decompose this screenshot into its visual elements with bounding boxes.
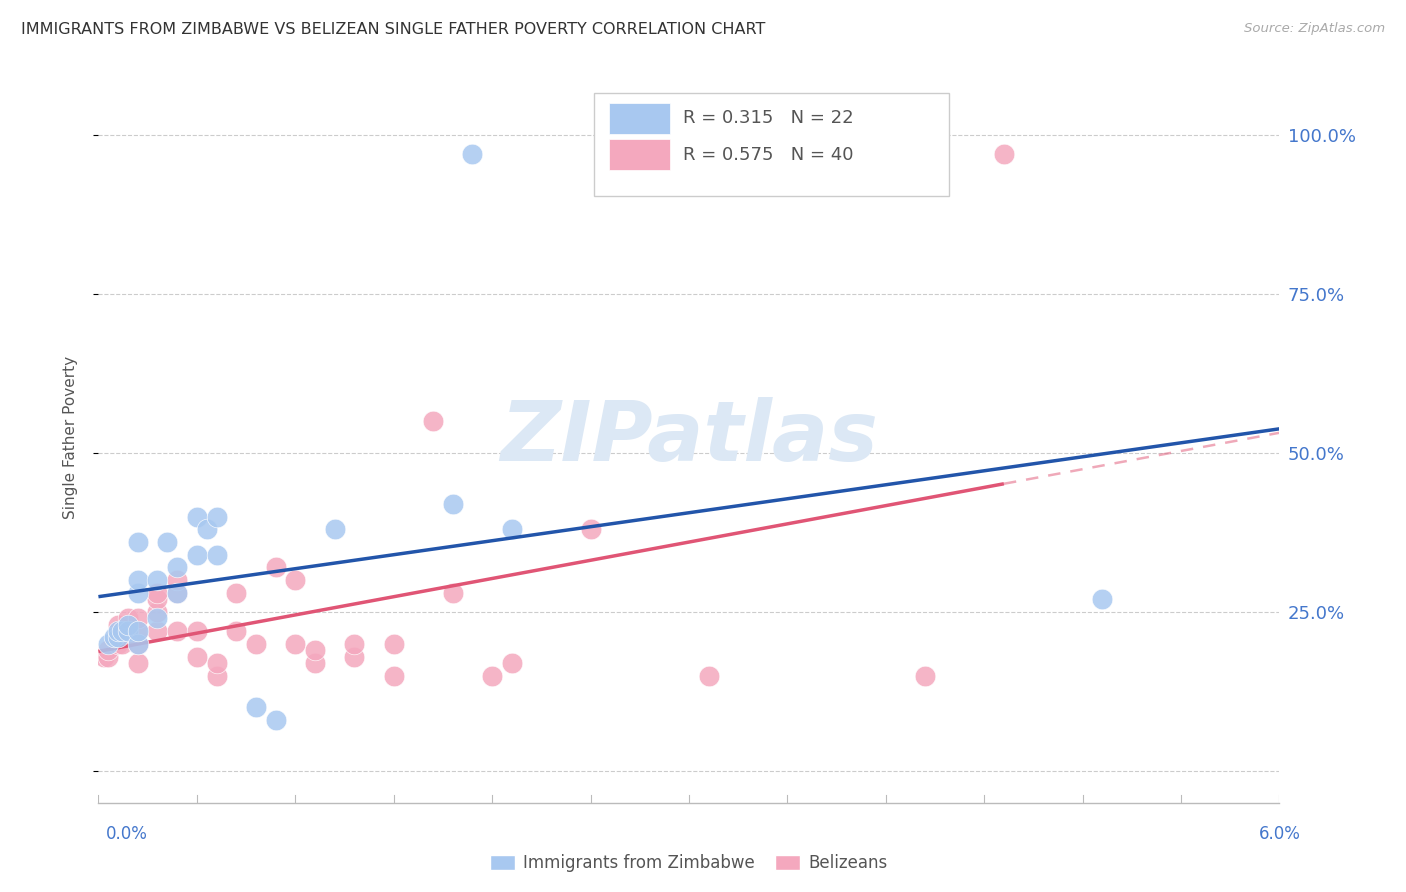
Point [304, 643, 326, 657]
FancyBboxPatch shape [609, 103, 671, 134]
Point [343, 649, 366, 664]
Point [93, 649, 115, 664]
Point [501, 522, 523, 536]
Point [195, 522, 218, 536]
Point [111, 637, 134, 651]
Point [166, 624, 188, 638]
Legend: Immigrants from Zimbabwe, Belizeans: Immigrants from Zimbabwe, Belizeans [484, 847, 894, 879]
Point [245, 700, 267, 714]
Point [245, 637, 267, 651]
Text: R = 0.575   N = 40: R = 0.575 N = 40 [683, 146, 853, 164]
Point [146, 592, 169, 607]
Point [127, 611, 149, 625]
Point [127, 656, 149, 670]
Point [107, 637, 129, 651]
FancyBboxPatch shape [595, 94, 949, 195]
Point [117, 611, 139, 625]
Point [127, 535, 149, 549]
Text: ZIPatlas: ZIPatlas [501, 397, 877, 477]
Point [117, 617, 139, 632]
Point [97, 637, 120, 651]
Point [166, 560, 188, 574]
Point [205, 668, 228, 682]
Point [304, 656, 326, 670]
Point [107, 624, 129, 638]
Point [186, 509, 208, 524]
Point [127, 624, 149, 638]
Point [186, 649, 208, 664]
Point [441, 497, 464, 511]
Point [323, 522, 346, 536]
Point [1091, 592, 1114, 607]
Point [97, 643, 120, 657]
Point [127, 624, 149, 638]
Text: 6.0%: 6.0% [1258, 825, 1301, 843]
Point [146, 573, 169, 587]
Point [97, 649, 120, 664]
Point [166, 573, 188, 587]
Point [186, 548, 208, 562]
Point [422, 414, 444, 428]
Point [146, 611, 169, 625]
Point [382, 668, 405, 682]
Point [264, 713, 287, 727]
Point [343, 637, 366, 651]
Point [441, 586, 464, 600]
Point [166, 586, 188, 600]
Text: 0.0%: 0.0% [105, 825, 148, 843]
Y-axis label: Single Father Poverty: Single Father Poverty [63, 356, 77, 518]
Point [127, 637, 149, 651]
Point [225, 624, 247, 638]
Point [284, 573, 307, 587]
Point [501, 656, 523, 670]
Point [284, 637, 307, 651]
Point [146, 586, 169, 600]
Text: IMMIGRANTS FROM ZIMBABWE VS BELIZEAN SINGLE FATHER POVERTY CORRELATION CHART: IMMIGRANTS FROM ZIMBABWE VS BELIZEAN SIN… [21, 22, 765, 37]
Point [117, 624, 139, 638]
Point [103, 631, 125, 645]
Point [461, 147, 484, 161]
Point [579, 522, 602, 536]
Text: Source: ZipAtlas.com: Source: ZipAtlas.com [1244, 22, 1385, 36]
Point [166, 586, 188, 600]
Point [914, 668, 936, 682]
Point [264, 560, 287, 574]
Point [146, 605, 169, 619]
Point [186, 624, 208, 638]
Point [481, 668, 503, 682]
Point [107, 631, 129, 645]
Point [156, 535, 179, 549]
Point [127, 586, 149, 600]
FancyBboxPatch shape [609, 139, 671, 170]
Point [993, 147, 1015, 161]
Point [382, 637, 405, 651]
Point [225, 586, 247, 600]
Point [205, 509, 228, 524]
Point [205, 548, 228, 562]
Point [107, 631, 129, 645]
Point [697, 668, 720, 682]
Point [127, 637, 149, 651]
Text: R = 0.315   N = 22: R = 0.315 N = 22 [683, 109, 853, 128]
Point [107, 624, 129, 638]
Point [205, 656, 228, 670]
Point [111, 624, 134, 638]
Point [146, 624, 169, 638]
Point [107, 617, 129, 632]
Point [127, 573, 149, 587]
